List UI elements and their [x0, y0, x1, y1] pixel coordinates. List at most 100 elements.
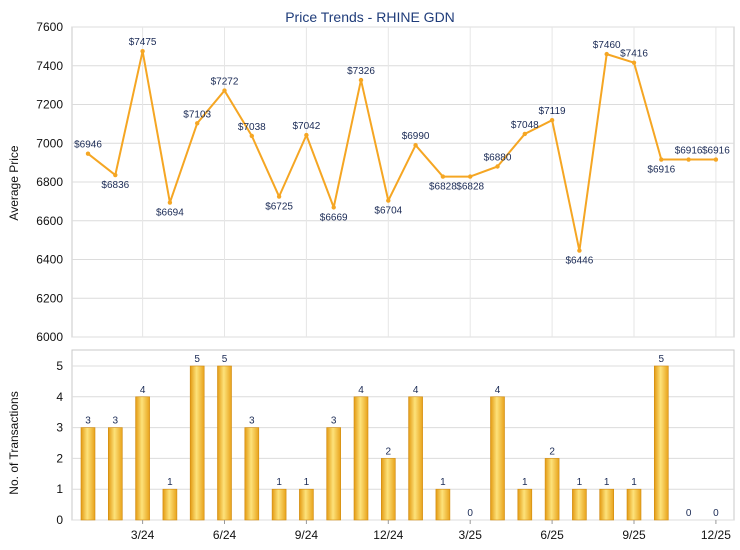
x-tick-label: 9/24: [295, 528, 319, 542]
transactions-bar: [299, 488, 314, 521]
transactions-data-label: 2: [386, 446, 392, 457]
transactions-bar: [217, 365, 232, 521]
transactions-data-label: 1: [167, 477, 173, 488]
transactions-tick-label: 2: [56, 451, 63, 465]
price-data-label: $6990: [402, 131, 430, 142]
price-data-label: $7326: [347, 66, 375, 77]
price-data-label: $7042: [292, 121, 320, 132]
transactions-data-label: 4: [358, 385, 364, 396]
transactions-bar: [244, 427, 260, 521]
price-point: [522, 131, 527, 137]
price-point: [113, 172, 118, 178]
transactions-bar: [626, 488, 642, 521]
price-point: [549, 117, 555, 123]
price-data-label: $6916: [647, 165, 675, 176]
transactions-data-label: 5: [222, 354, 228, 365]
transactions-bar: [572, 488, 587, 521]
price-data-label: $6669: [320, 212, 348, 223]
x-tick-label: 12/24: [373, 528, 403, 542]
price-data-label: $6946: [74, 140, 102, 151]
price-data-label: $7272: [211, 77, 239, 88]
x-tick-label: 9/25: [622, 528, 646, 542]
price-data-label: $7460: [593, 40, 621, 51]
transactions-data-label: 5: [194, 354, 200, 365]
transactions-data-label: 0: [713, 508, 719, 519]
price-point: [85, 151, 91, 156]
price-data-label: $7103: [183, 109, 211, 120]
price-tick-label: 6400: [36, 253, 63, 267]
transactions-bar: [599, 488, 615, 521]
price-tick-label: 6200: [36, 291, 63, 305]
price-point: [495, 164, 500, 169]
transactions-bar: [135, 396, 150, 521]
price-point: [631, 60, 637, 65]
transactions-tick-label: 4: [56, 390, 63, 404]
transactions-bar: [517, 488, 533, 521]
transactions-bar: [408, 396, 423, 521]
price-y-axis-label: Average Price: [7, 145, 21, 220]
transactions-bar: [326, 427, 342, 521]
transactions-data-label: 4: [140, 385, 146, 396]
transactions-bar: [162, 488, 178, 521]
transactions-data-label: 3: [85, 416, 91, 427]
x-tick-label: 3/24: [131, 528, 155, 542]
transactions-tick-label: 5: [56, 359, 63, 373]
price-data-label: $7475: [129, 37, 157, 48]
price-data-label: $7038: [238, 122, 266, 133]
price-point: [468, 174, 473, 179]
transactions-bar: [490, 396, 505, 521]
transactions-tick-label: 0: [56, 513, 63, 527]
transactions-bar: [108, 427, 123, 521]
price-tick-label: 6000: [36, 330, 63, 344]
transactions-bar: [353, 396, 369, 521]
x-tick-label: 3/25: [459, 528, 483, 542]
price-data-label: $6828: [456, 182, 484, 193]
transactions-plot-area: [71, 349, 735, 521]
transactions-bar: [653, 365, 669, 521]
price-point: [249, 133, 254, 139]
x-tick-label: 6/25: [540, 528, 564, 542]
transactions-data-label: 1: [440, 477, 446, 488]
transactions-panel: 0 1 2 3 4 5 3 3 4 1 5 5 3 1 1 3 4 2 4 1 0 4 1 2 1 1 1 5 0 0 3/24 6/24 9/…: [56, 349, 735, 542]
price-point: [577, 248, 582, 253]
transactions-data-label: 1: [577, 477, 583, 488]
price-point: [140, 49, 145, 54]
transactions-bar: [380, 458, 396, 521]
x-tick-label: 6/24: [213, 528, 237, 542]
price-series-line: [87, 50, 716, 252]
price-panel: 6000 6200 6400 6600 6800 7000 7200 7400 7600 $694…: [36, 20, 735, 344]
price-data-label: $6704: [374, 206, 402, 217]
price-data-label: $6836: [101, 180, 129, 191]
price-point: [331, 205, 336, 210]
price-point: [222, 88, 227, 93]
price-point: [659, 157, 664, 162]
price-data-label: $6916: [675, 146, 703, 157]
transactions-data-label: 1: [604, 477, 610, 488]
price-data-label: $6446: [565, 256, 593, 267]
transactions-data-label: 0: [467, 508, 473, 519]
transactions-bar: [544, 458, 560, 521]
price-data-label: $6828: [429, 182, 457, 193]
transactions-data-label: 1: [631, 477, 637, 488]
transactions-data-label: 4: [413, 385, 419, 396]
chart-title: Price Trends - RHINE GDN: [285, 9, 455, 25]
transactions-data-label: 2: [549, 446, 555, 457]
price-data-label: $6725: [265, 202, 293, 213]
price-point: [686, 157, 691, 162]
price-tick-label: 7200: [36, 98, 63, 112]
price-tick-label: 6800: [36, 175, 63, 189]
price-point: [713, 157, 719, 162]
transactions-tick-label: 1: [56, 482, 63, 496]
price-data-label: $7048: [511, 120, 539, 131]
price-data-label: $7416: [620, 49, 648, 60]
transactions-data-label: 1: [276, 477, 282, 488]
price-data-label: $6916: [702, 146, 730, 157]
transactions-data-label: 3: [113, 416, 119, 427]
price-point: [276, 194, 282, 199]
price-tick-label: 7000: [36, 136, 63, 150]
x-tick-label: 12/25: [701, 528, 731, 542]
price-tick-label: 7600: [36, 20, 63, 34]
transactions-bar: [435, 488, 451, 521]
price-point: [304, 132, 309, 138]
